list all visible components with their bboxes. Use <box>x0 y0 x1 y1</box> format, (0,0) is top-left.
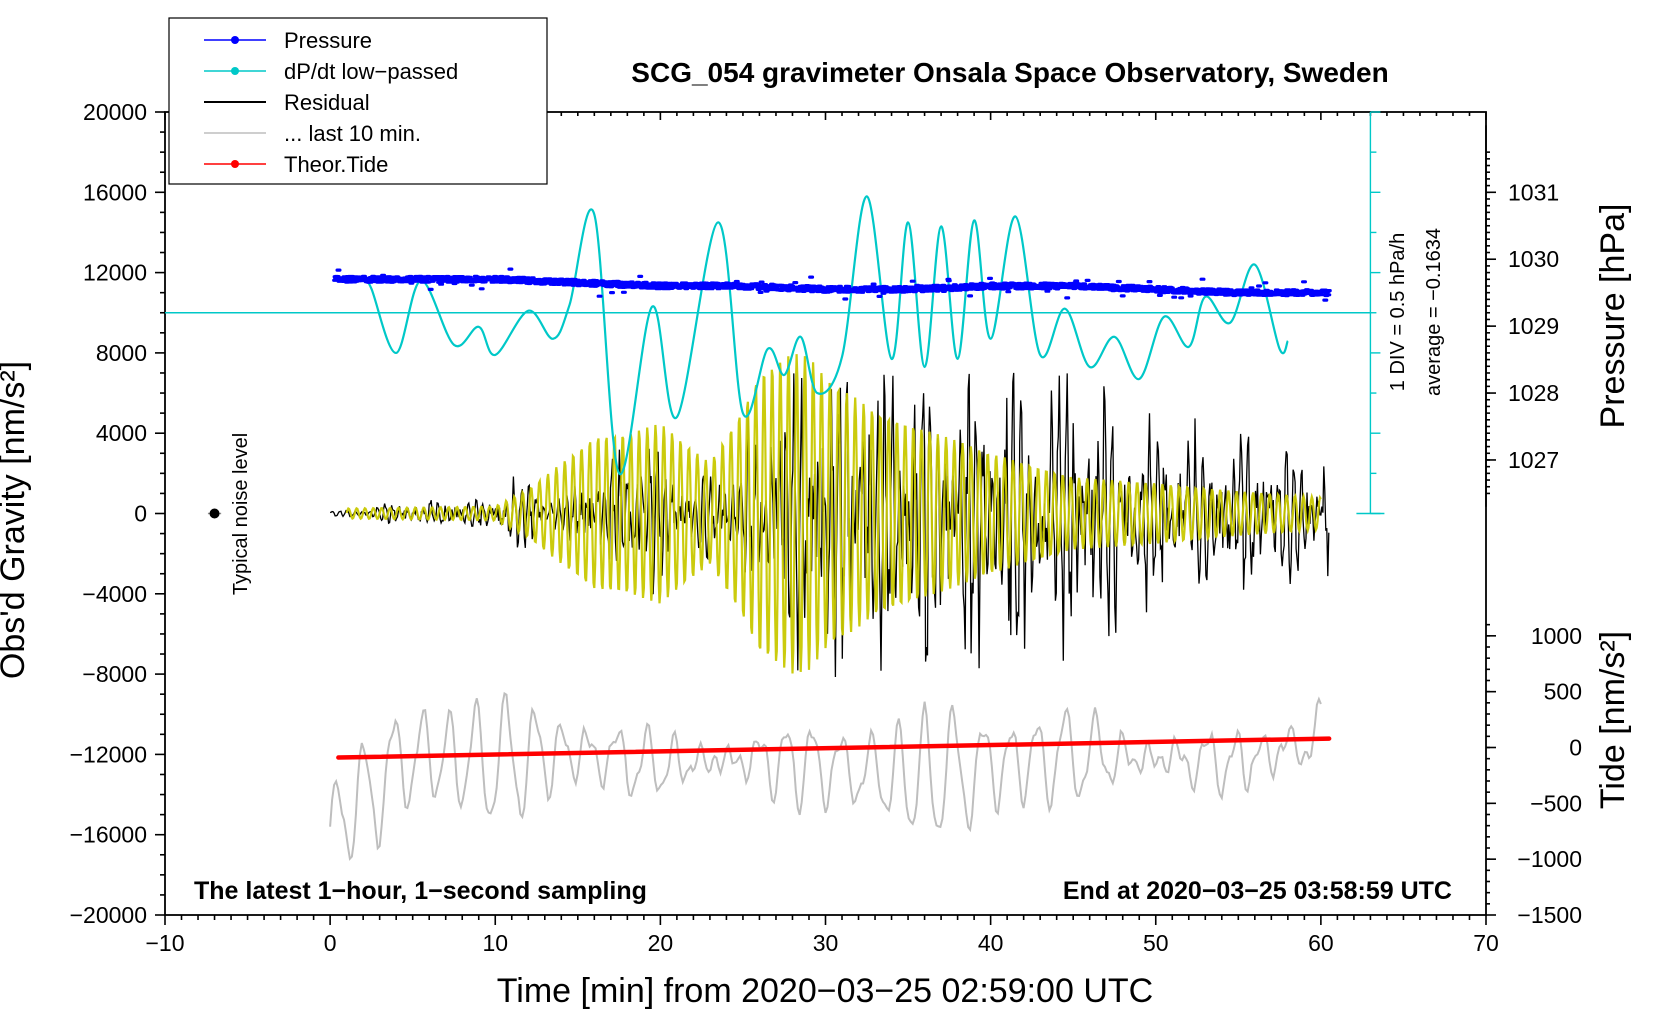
noise-level-label: Typical noise level <box>230 433 252 595</box>
tide-tick-label: −1000 <box>1517 846 1582 872</box>
x-tick-label: 10 <box>482 930 508 956</box>
y-axis-gravity: −20000 −16000 −12000 −8000 −4000 0 4000 8000 120… <box>70 99 165 928</box>
y-tick-label: 0 <box>134 501 147 527</box>
scale-note: 1 DIV = 0.5 hPa/h <box>1387 233 1409 391</box>
pressure-tick-label: 1027 <box>1508 447 1559 473</box>
tide-tick-label: 0 <box>1569 735 1582 761</box>
dpdt-scale-bar <box>1356 111 1385 515</box>
bandpassed-residual-line <box>345 354 1322 674</box>
series-theor-tide <box>336 736 1332 760</box>
y-tick-label: 8000 <box>96 340 147 366</box>
tide-tick-label: −1500 <box>1517 902 1582 928</box>
residual-line <box>329 372 1330 678</box>
pressure-tick-label: 1029 <box>1508 313 1559 339</box>
y-tick-label: −4000 <box>82 581 147 607</box>
legend-label: Pressure <box>284 28 372 53</box>
y-tick-label: −8000 <box>82 661 147 687</box>
y-axis-label-pressure: Pressure [hPa] <box>1594 204 1632 429</box>
series-bandpassed-residual <box>345 354 1322 674</box>
y-tick-label: 20000 <box>83 99 147 125</box>
series-last-10-min <box>329 691 1322 861</box>
theor-tide-line <box>336 736 1332 760</box>
y-axis-pressure: 1027 1028 1029 1030 1031 <box>1485 125 1559 507</box>
pressure-tick-label: 1028 <box>1508 380 1559 406</box>
bottom-left-note: The latest 1−hour, 1−second sampling <box>194 877 647 905</box>
tide-tick-label: 1000 <box>1531 623 1582 649</box>
noise-level-marker <box>207 508 222 519</box>
x-axis: −10 0 10 20 30 40 50 60 70 <box>145 112 1499 956</box>
pressure-dots <box>332 267 1332 302</box>
y-tick-label: −16000 <box>70 822 147 848</box>
y-tick-label: −20000 <box>70 902 147 928</box>
y-tick-label: 12000 <box>83 260 147 286</box>
x-tick-label: 60 <box>1308 930 1334 956</box>
y-tick-label: 4000 <box>96 420 147 446</box>
bottom-right-note: End at 2020−03−25 03:58:59 UTC <box>1063 877 1452 905</box>
x-tick-label: 30 <box>813 930 839 956</box>
average-note: average = −0.1634 <box>1423 228 1445 396</box>
y-tick-label: −12000 <box>70 741 147 767</box>
legend-label: Residual <box>284 90 370 115</box>
legend-label: dP/dt low−passed <box>284 59 458 84</box>
x-axis-label: Time [min] from 2020−03−25 02:59:00 UTC <box>497 972 1153 1010</box>
y-axis-label-gravity: Obs'd Gravity [nm/s²] <box>0 361 32 679</box>
series-residual <box>329 372 1330 678</box>
pressure-tick-label: 1030 <box>1508 246 1559 272</box>
y-axis-tide: −1500 −1000 −500 0 500 1000 <box>1486 623 1582 928</box>
legend-marker <box>231 36 239 44</box>
y-tick-label: 16000 <box>83 179 147 205</box>
series-pressure <box>332 267 1332 302</box>
x-tick-label: −10 <box>145 930 184 956</box>
x-tick-label: 70 <box>1473 930 1499 956</box>
noise-level-dot <box>209 508 220 519</box>
legend-label: ... last 10 min. <box>284 121 421 146</box>
pressure-tick-label: 1031 <box>1508 179 1559 205</box>
tide-tick-label: 500 <box>1544 679 1582 705</box>
x-tick-label: 0 <box>324 930 337 956</box>
dpdt-line <box>362 195 1289 476</box>
tide-tick-label: −500 <box>1530 790 1582 816</box>
last-10-min-line <box>329 691 1322 861</box>
legend: Pressure dP/dt low−passed Residual ... last… <box>168 17 548 185</box>
x-tick-label: 40 <box>978 930 1004 956</box>
legend-marker <box>231 160 239 168</box>
legend-marker <box>231 67 239 75</box>
chart-title: SCG_054 gravimeter Onsala Space Observat… <box>631 57 1388 88</box>
y-axis-label-tide: Tide [nm/s²] <box>1594 631 1632 809</box>
x-tick-label: 50 <box>1143 930 1169 956</box>
series-dpdt <box>165 195 1371 476</box>
x-tick-label: 20 <box>648 930 674 956</box>
legend-label: Theor.Tide <box>284 152 388 177</box>
